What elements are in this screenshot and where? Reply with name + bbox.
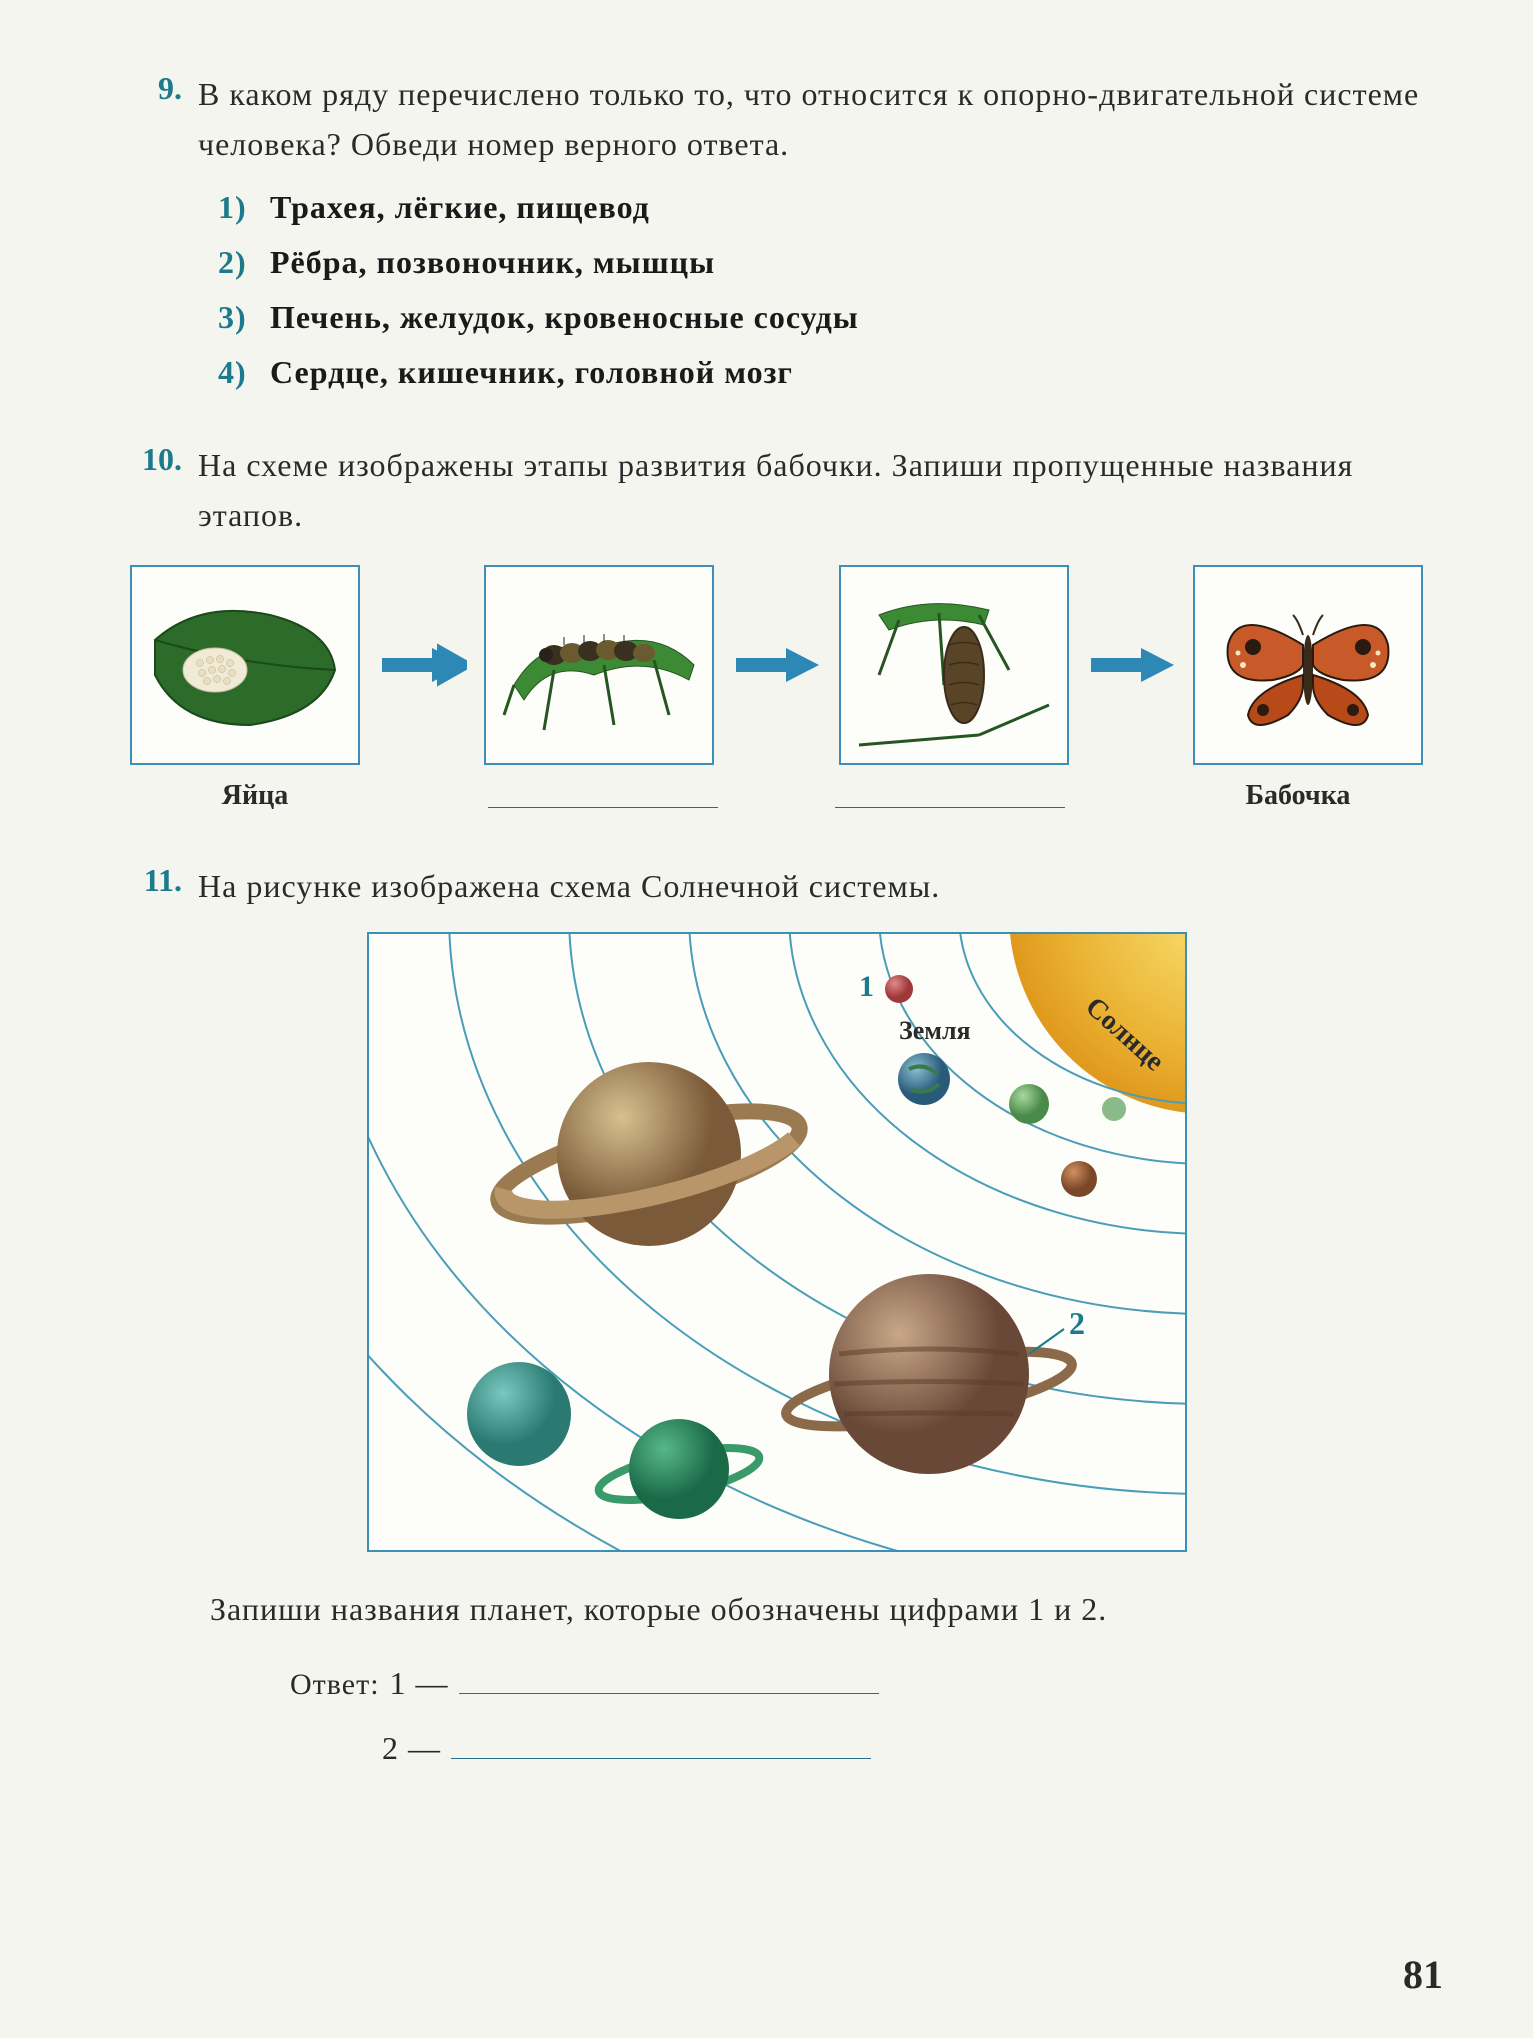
stage-label-butterfly: Бабочка: [1183, 780, 1413, 812]
q11-text: На рисунке изображена схема Солнечной си…: [198, 862, 1423, 912]
butterfly-stages: [130, 565, 1423, 765]
butterfly-icon: [1203, 575, 1413, 755]
q9-option-4: 4) Сердце, кишечник, головной мозг: [218, 354, 1423, 391]
chrysalis-icon: [849, 575, 1059, 755]
q9-option-3: 3) Печень, желудок, кровеносные сосуды: [218, 299, 1423, 336]
question-10: 10. На схеме изображены этапы развития б…: [130, 441, 1423, 812]
question-11: 11. На рисунке изображена схема Солнечно…: [130, 862, 1423, 1775]
answer-2-prefix: 2 —: [382, 1721, 441, 1775]
stage-butterfly: [1193, 565, 1423, 765]
q9-text: В каком ряду перечислено только то, что …: [198, 70, 1423, 169]
arrow-icon: [377, 640, 467, 690]
q9-number: 9.: [130, 70, 182, 107]
answer-1-prefix: 1 —: [390, 1656, 449, 1710]
q9-option-1: 1) Трахея, лёгкие, пищевод: [218, 189, 1423, 226]
q11-number: 11.: [130, 862, 182, 899]
arrow-icon: [1086, 640, 1176, 690]
q10-header: 10. На схеме изображены этапы развития б…: [130, 441, 1423, 540]
q10-number: 10.: [130, 441, 182, 478]
answer-line-1: Ответ: 1 —: [290, 1656, 1423, 1710]
option-number: 1): [218, 189, 258, 226]
q11-header: 11. На рисунке изображена схема Солнечно…: [130, 862, 1423, 912]
option-number: 3): [218, 299, 258, 336]
q9-header: 9. В каком ряду перечислено только то, ч…: [130, 70, 1423, 169]
solar-system-diagram: Солнце 1: [367, 932, 1187, 1552]
option-number: 2): [218, 244, 258, 281]
option-text: Рёбра, позвоночник, мышцы: [270, 244, 715, 281]
stage-caterpillar: [484, 565, 714, 765]
option-text: Сердце, кишечник, головной мозг: [270, 354, 793, 391]
option-number: 4): [218, 354, 258, 391]
eggs-icon: [140, 575, 350, 755]
solar-system-wrap: Солнце 1: [130, 932, 1423, 1552]
marker-2: 2: [1069, 1305, 1085, 1341]
stage-label-eggs: Яйца: [140, 780, 370, 812]
solar-svg: Солнце 1: [369, 934, 1187, 1552]
stage-labels-row: Яйца Бабочка: [130, 780, 1423, 812]
stage-blank-2[interactable]: [835, 780, 1065, 808]
answer-blank-2[interactable]: [451, 1731, 871, 1759]
spacer: [731, 780, 821, 812]
answer-blank-1[interactable]: [459, 1666, 879, 1694]
spacer: [1079, 780, 1169, 812]
answer-label: Ответ:: [290, 1659, 380, 1710]
q11-answer-section: Запиши названия планет, которые обозначе…: [230, 1582, 1423, 1775]
caterpillar-icon: [494, 575, 704, 755]
option-text: Трахея, лёгкие, пищевод: [270, 189, 650, 226]
page-number: 81: [1403, 1951, 1443, 1998]
stage-eggs: [130, 565, 360, 765]
question-9: 9. В каком ряду перечислено только то, ч…: [130, 70, 1423, 391]
stage-blank-1[interactable]: [488, 780, 718, 808]
earth-label: Земля: [899, 1016, 971, 1045]
marker-1: 1: [859, 970, 874, 1003]
q11-instruction: Запиши названия планет, которые обозначе…: [210, 1582, 1423, 1636]
spacer: [384, 780, 474, 812]
arrow-icon: [731, 640, 821, 690]
option-text: Печень, желудок, кровеносные сосуды: [270, 299, 859, 336]
q9-options: 1) Трахея, лёгкие, пищевод 2) Рёбра, поз…: [218, 189, 1423, 391]
q9-option-2: 2) Рёбра, позвоночник, мышцы: [218, 244, 1423, 281]
stage-chrysalis: [839, 565, 1069, 765]
answer-line-2: 2 —: [382, 1721, 1423, 1775]
q10-text: На схеме изображены этапы развития бабоч…: [198, 441, 1423, 540]
